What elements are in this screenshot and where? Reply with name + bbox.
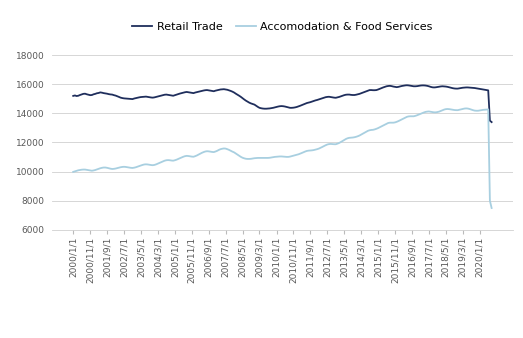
Line: Retail Trade: Retail Trade: [73, 85, 492, 122]
Line: Accomodation & Food Services: Accomodation & Food Services: [73, 108, 492, 208]
Legend: Retail Trade, Accomodation & Food Services: Retail Trade, Accomodation & Food Servic…: [132, 22, 433, 32]
